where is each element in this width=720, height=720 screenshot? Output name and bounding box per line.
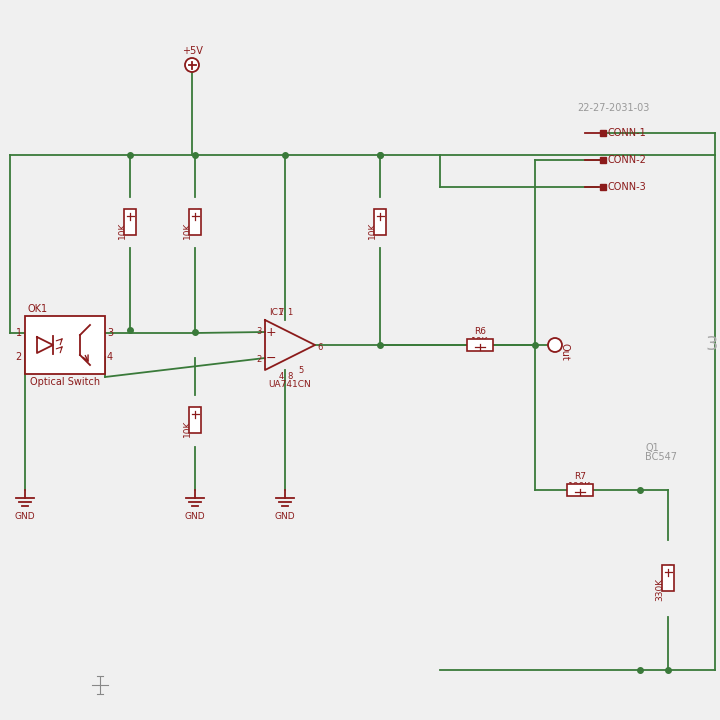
Bar: [662, 565, 674, 591]
Text: 4: 4: [279, 372, 284, 381]
Text: 330K: 330K: [655, 578, 665, 601]
Text: 10K: 10K: [472, 337, 489, 346]
Text: R2: R2: [130, 206, 138, 218]
Text: 3: 3: [256, 326, 262, 336]
Text: 22-27-2031-03: 22-27-2031-03: [577, 103, 649, 113]
Text: Out: Out: [560, 343, 570, 361]
Text: IC1: IC1: [269, 308, 284, 317]
Bar: [189, 209, 201, 235]
Text: 6: 6: [317, 343, 323, 351]
Text: UA741CN: UA741CN: [269, 380, 311, 389]
Text: 10K: 10K: [182, 420, 192, 437]
Text: BC547: BC547: [645, 452, 677, 462]
Circle shape: [185, 58, 199, 72]
Text: 10K: 10K: [117, 222, 127, 239]
Text: R7: R7: [574, 472, 586, 481]
Text: 2: 2: [257, 354, 262, 364]
Text: R5: R5: [379, 206, 389, 218]
Text: CONN-2: CONN-2: [607, 155, 646, 165]
Bar: [25, 316, 105, 374]
Text: GND: GND: [275, 512, 295, 521]
Text: GND: GND: [185, 512, 205, 521]
Text: Optical Switch: Optical Switch: [30, 377, 100, 387]
Text: +: +: [266, 325, 276, 338]
Text: 1: 1: [287, 308, 292, 317]
Text: R9: R9: [667, 562, 677, 574]
Text: R6: R6: [474, 327, 486, 336]
Text: 10K: 10K: [182, 222, 192, 239]
Text: 4: 4: [107, 352, 113, 362]
Text: CONN-3: CONN-3: [607, 182, 646, 192]
Text: 5: 5: [298, 366, 303, 375]
Bar: [467, 339, 493, 351]
Bar: [374, 209, 386, 235]
Text: 3: 3: [706, 336, 718, 354]
Text: +5V: +5V: [181, 46, 202, 56]
Circle shape: [548, 338, 562, 352]
Text: GND: GND: [14, 512, 35, 521]
Text: 2: 2: [16, 352, 22, 362]
Text: OK1: OK1: [27, 304, 47, 314]
Text: Q1: Q1: [645, 443, 659, 453]
Text: 3: 3: [107, 328, 113, 338]
Text: −: −: [266, 351, 276, 364]
Text: 10K: 10K: [367, 222, 377, 239]
Text: 8: 8: [287, 372, 292, 381]
Text: 1: 1: [16, 328, 22, 338]
Bar: [567, 484, 593, 496]
Text: 100K: 100K: [568, 482, 592, 491]
Text: R3: R3: [194, 206, 204, 218]
Bar: [189, 407, 201, 433]
Text: R4: R4: [194, 404, 204, 416]
Bar: [124, 209, 136, 235]
Text: CONN-1: CONN-1: [607, 128, 646, 138]
Text: 7: 7: [279, 308, 284, 317]
